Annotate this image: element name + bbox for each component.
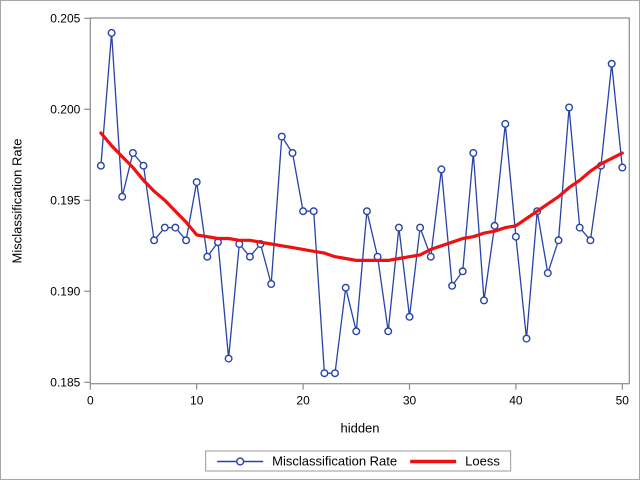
y-tick-label: 0.205 bbox=[50, 12, 80, 26]
data-point-marker bbox=[341, 283, 350, 292]
legend-loess-line-icon bbox=[410, 459, 457, 463]
x-tick-label: 50 bbox=[616, 394, 630, 408]
series-line-misclassification-rate bbox=[100, 32, 623, 374]
data-point-marker bbox=[150, 236, 159, 245]
legend-series-line-icon bbox=[217, 456, 264, 466]
data-point-marker bbox=[522, 334, 531, 343]
x-tick-label: 40 bbox=[509, 394, 523, 408]
data-point-marker bbox=[565, 103, 574, 112]
legend-label-loess: Loess bbox=[465, 453, 500, 469]
data-point-marker bbox=[586, 236, 595, 245]
data-point-marker bbox=[128, 148, 137, 157]
data-point-marker bbox=[469, 148, 478, 157]
data-point-marker bbox=[107, 28, 116, 37]
legend-label-misclassification-rate: Misclassification Rate bbox=[272, 453, 398, 469]
x-tick-label: 10 bbox=[190, 394, 204, 408]
y-tick-label: 0.200 bbox=[50, 103, 80, 117]
data-point-marker bbox=[426, 252, 435, 261]
data-point-marker bbox=[618, 163, 627, 172]
data-point-marker bbox=[416, 223, 425, 232]
data-point-marker bbox=[543, 269, 552, 278]
data-point-marker bbox=[160, 223, 169, 232]
data-point-marker bbox=[448, 281, 457, 290]
x-tick-label: 30 bbox=[403, 394, 417, 408]
legend: Misclassification Rate Loess bbox=[205, 450, 511, 472]
data-point-marker bbox=[352, 327, 361, 336]
data-point-marker bbox=[171, 223, 180, 232]
data-point-marker bbox=[309, 207, 318, 216]
loess-curve bbox=[99, 131, 624, 262]
data-point-marker bbox=[320, 369, 329, 378]
data-point-marker bbox=[384, 327, 393, 336]
data-point-marker bbox=[224, 354, 233, 363]
data-point-marker bbox=[182, 236, 191, 245]
y-axis-title: Misclassification Rate bbox=[9, 138, 25, 264]
x-tick-label: 0 bbox=[87, 394, 94, 408]
y-tick-label: 0.195 bbox=[50, 194, 80, 208]
data-point-marker bbox=[288, 148, 297, 157]
data-point-marker bbox=[480, 296, 489, 305]
data-point-marker bbox=[192, 178, 201, 187]
data-point-marker bbox=[203, 252, 212, 261]
data-point-marker bbox=[118, 192, 127, 201]
x-tick-label: 20 bbox=[296, 394, 310, 408]
data-point-marker bbox=[362, 207, 371, 216]
data-point-marker bbox=[277, 132, 286, 141]
data-point-marker bbox=[299, 207, 308, 216]
y-tick-label: 0.190 bbox=[50, 285, 80, 299]
x-axis-title: hidden bbox=[340, 420, 380, 436]
data-point-marker bbox=[501, 119, 510, 128]
data-point-marker bbox=[139, 161, 148, 170]
data-point-marker bbox=[394, 223, 403, 232]
data-point-marker bbox=[490, 221, 499, 230]
data-point-marker bbox=[267, 280, 276, 289]
data-point-marker bbox=[96, 161, 105, 170]
data-point-marker bbox=[331, 369, 340, 378]
data-point-marker bbox=[511, 232, 520, 241]
data-point-marker bbox=[607, 59, 616, 68]
data-point-marker bbox=[405, 312, 414, 321]
plot-frame bbox=[89, 17, 630, 385]
data-point-marker bbox=[575, 223, 584, 232]
data-point-marker bbox=[458, 267, 467, 276]
y-tick-label: 0.185 bbox=[50, 376, 80, 390]
data-point-marker bbox=[437, 165, 446, 174]
data-point-marker bbox=[245, 252, 254, 261]
data-point-marker bbox=[554, 236, 563, 245]
